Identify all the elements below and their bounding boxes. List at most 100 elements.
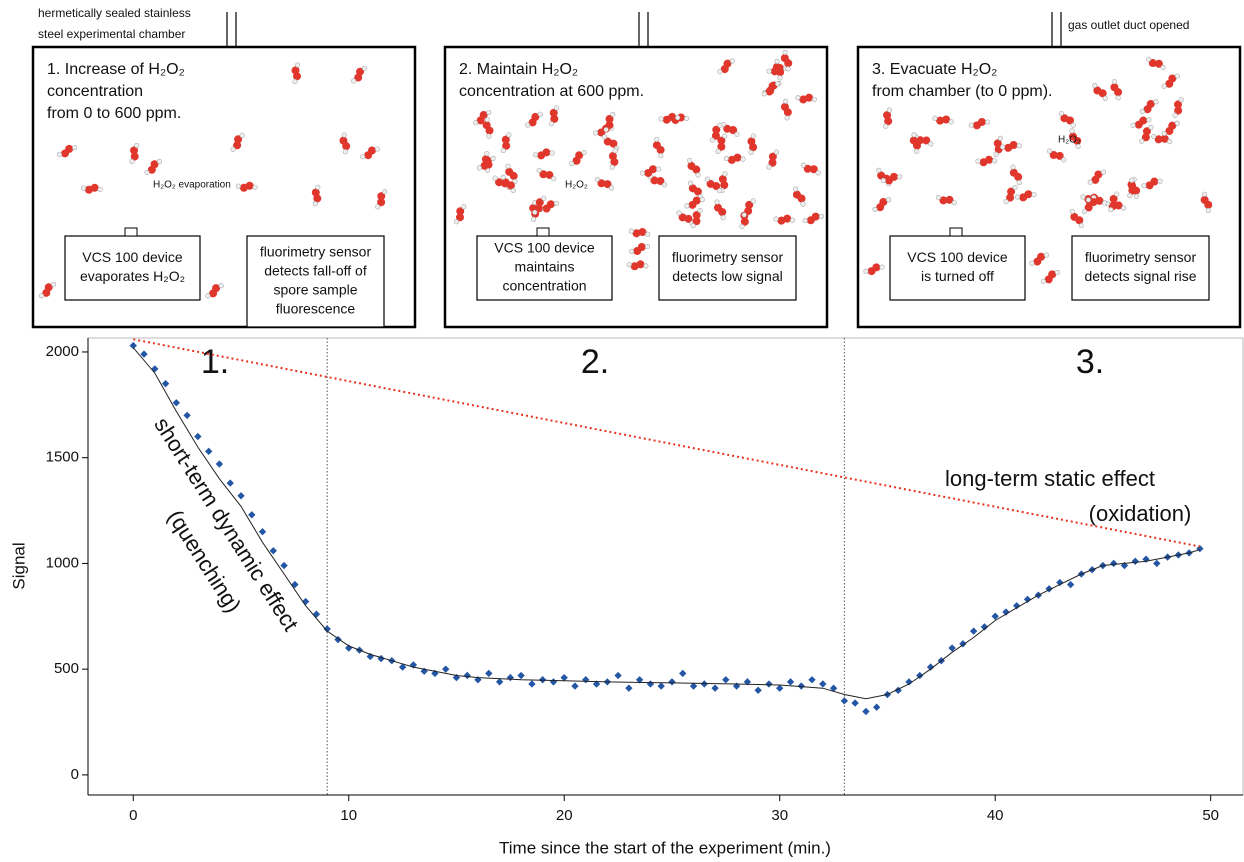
atom-o [1098, 89, 1107, 98]
atom-o [1165, 79, 1174, 88]
atom-h [374, 146, 381, 152]
atom-o [549, 108, 558, 117]
atom-o [809, 165, 818, 174]
atom-o [883, 111, 892, 120]
atom-h [1058, 110, 1064, 117]
atom-h [684, 115, 690, 122]
atom-o [1004, 143, 1013, 152]
atom-h [1205, 207, 1211, 213]
atom-o [692, 211, 701, 220]
atom-o [803, 164, 812, 173]
atom-h [886, 107, 893, 113]
data-point [528, 680, 536, 688]
molecule [603, 111, 616, 133]
atom-o [1110, 83, 1119, 92]
atom-h [1172, 112, 1178, 118]
data-point [926, 663, 935, 671]
data-point [1066, 580, 1075, 589]
data-point [248, 511, 256, 519]
annotation: (oxidation) [1089, 501, 1192, 526]
atom-h [490, 155, 496, 162]
atom-o [668, 112, 677, 121]
atom-h [1146, 117, 1152, 123]
atom-h [594, 176, 600, 182]
molecule [1139, 124, 1154, 144]
data-point [323, 625, 331, 633]
atom-h [782, 49, 788, 56]
x-tick-label: 20 [556, 807, 573, 824]
atom-h [883, 123, 889, 129]
atom-h [688, 180, 694, 186]
atom-h [715, 148, 721, 154]
atom-o [877, 171, 886, 180]
atom-o [505, 167, 514, 176]
atom-h [1000, 144, 1006, 150]
atom-o [784, 59, 793, 68]
atom-o [650, 176, 659, 185]
atom-h [532, 209, 538, 215]
atom-o [872, 263, 881, 272]
molecule [720, 121, 740, 137]
atom-h [1174, 120, 1180, 126]
sensor-text: detects signal rise [1084, 268, 1196, 284]
atom-h [506, 132, 512, 138]
atom-h [886, 197, 892, 203]
molecule [713, 199, 727, 221]
molecule [647, 174, 668, 188]
atom-h [1111, 79, 1117, 85]
atom-o [648, 165, 657, 174]
atom-h [548, 121, 555, 127]
atom-h [662, 182, 668, 188]
sensor-text: fluorescence [276, 301, 356, 317]
panel-title: from chamber (to 0 ppm). [872, 83, 1053, 100]
molecule [500, 132, 512, 154]
phase-label: 1. [201, 343, 229, 381]
device-nozzle [949, 227, 963, 237]
atom-o [638, 228, 647, 237]
data-point [258, 528, 267, 536]
molecule [1200, 191, 1213, 213]
atom-h [51, 281, 57, 287]
molecule [800, 162, 821, 176]
fit-line [132, 347, 1201, 700]
atom-h [144, 169, 150, 176]
atom-o [597, 128, 606, 137]
data-point [269, 547, 277, 555]
molecule [594, 176, 615, 191]
atom-o [692, 165, 701, 174]
molecule [1141, 177, 1163, 190]
atom-o [885, 176, 894, 185]
atom-h [1153, 99, 1159, 105]
molecule [1139, 99, 1159, 114]
atom-h [748, 149, 754, 156]
atom-h [658, 116, 664, 122]
sensor-text: fluorimetry sensor [672, 249, 784, 265]
data-point [851, 699, 859, 707]
y-tick-label: 2000 [46, 343, 79, 360]
atom-h [484, 151, 490, 157]
molecule [453, 204, 467, 225]
atom-h [252, 184, 258, 190]
molecule [687, 158, 701, 178]
atom-h [1102, 200, 1108, 206]
atom-h [948, 119, 954, 125]
atom-h [766, 164, 772, 170]
atom-h [72, 145, 78, 151]
trend-line [133, 338, 1201, 548]
data-point [183, 411, 191, 420]
atom-o [783, 214, 792, 223]
device-nozzle [536, 227, 550, 237]
data-point [635, 676, 644, 684]
atom-h [230, 146, 236, 152]
atom-o [534, 204, 543, 213]
data-point [980, 623, 989, 631]
atom-o [1014, 172, 1023, 181]
atom-h [56, 151, 63, 158]
molecule [532, 148, 555, 160]
molecule [1108, 191, 1120, 213]
panel-title: concentration [47, 83, 143, 100]
atom-h [777, 75, 783, 81]
atom-o [720, 65, 729, 74]
molecule [1151, 133, 1173, 145]
atom-h [879, 264, 885, 270]
